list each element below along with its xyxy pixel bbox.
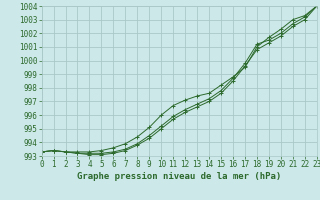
- X-axis label: Graphe pression niveau de la mer (hPa): Graphe pression niveau de la mer (hPa): [77, 172, 281, 181]
